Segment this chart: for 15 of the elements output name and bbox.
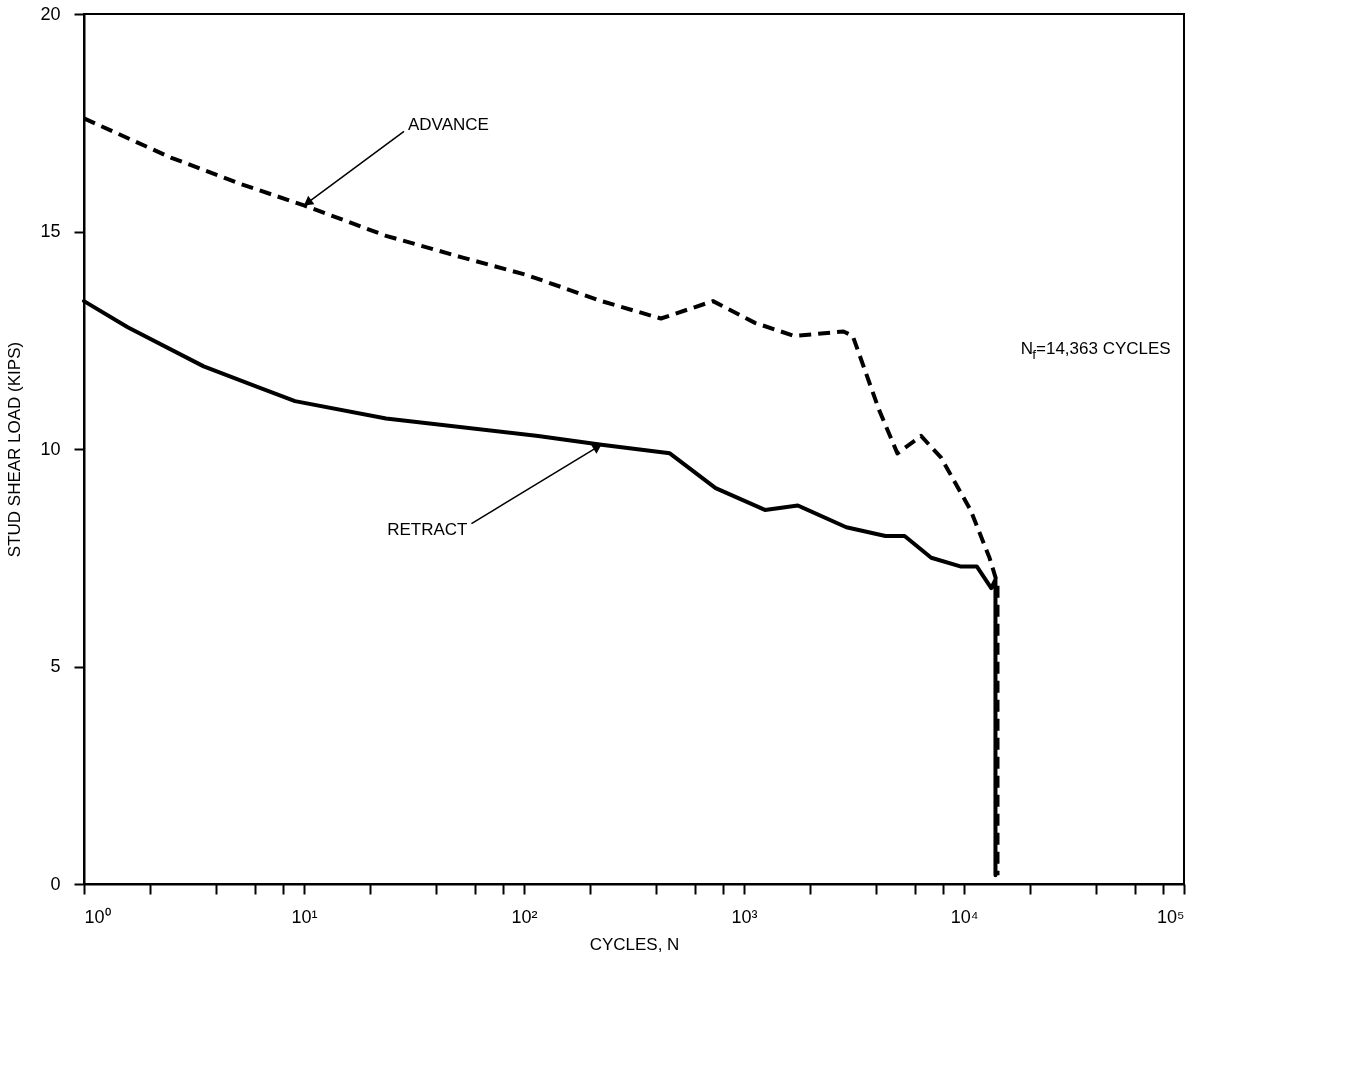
annotation: ADVANCE: [408, 115, 489, 135]
x-tick-label: 10⁴: [950, 906, 979, 927]
y-tick-label: 10: [40, 438, 61, 459]
annotation: RETRACT: [387, 519, 468, 539]
x-tick-label: 10⁰: [84, 906, 111, 927]
x-tick-label: 10¹: [291, 906, 318, 927]
x-tick-label: 10⁵: [1157, 906, 1185, 927]
x-tick-label: 10³: [731, 906, 758, 927]
y-tick-label: 20: [40, 3, 61, 24]
y-tick-label: 0: [50, 873, 61, 894]
x-axis-title: CYCLES, N: [589, 934, 680, 954]
x-tick-label: 10²: [511, 906, 538, 927]
y-tick-label: 15: [40, 221, 61, 241]
y-tick-label: 5: [50, 656, 61, 676]
y-axis-title: STUD SHEAR LOAD (KIPS): [5, 341, 25, 558]
